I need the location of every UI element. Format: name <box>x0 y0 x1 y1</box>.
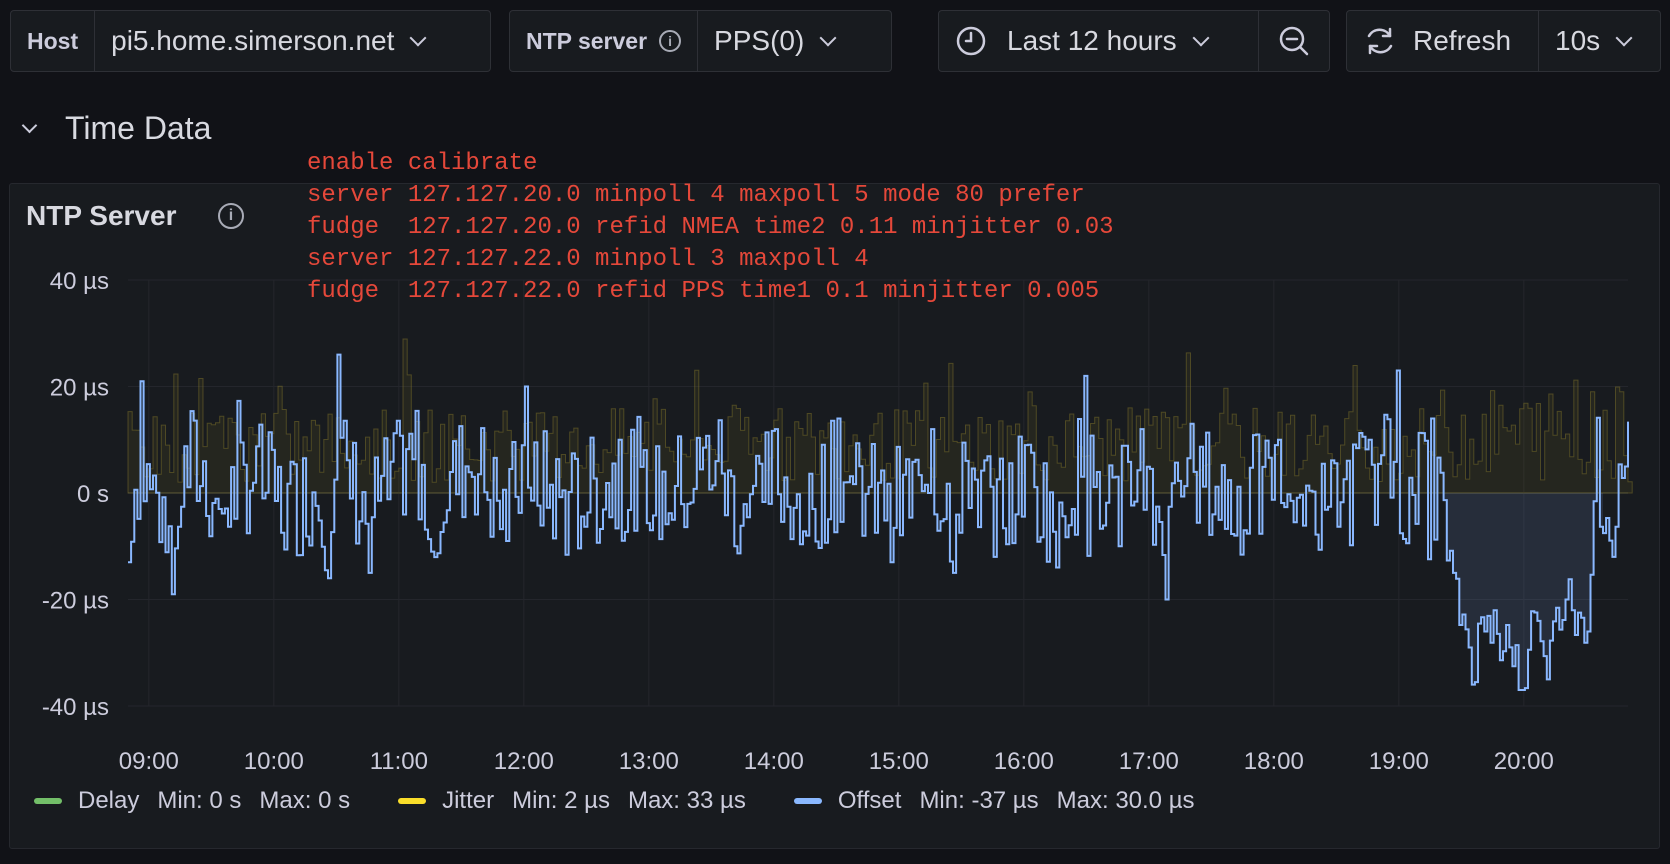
legend-max: Max: 0 s <box>259 787 351 814</box>
host-select[interactable]: pi5.home.simerson.net <box>95 11 490 71</box>
x-tick-label: 12:00 <box>494 748 554 775</box>
notes-line: server 127.127.20.0 minpoll 4 maxpoll 5 … <box>307 182 1085 209</box>
delay-swatch <box>34 798 62 804</box>
x-tick-label: 09:00 <box>119 748 179 775</box>
x-tick-label: 14:00 <box>744 748 804 775</box>
notes-line: fudge 127.127.22.0 refid PPS time1 0.1 m… <box>307 278 1100 305</box>
zoom-out-button[interactable] <box>1259 11 1329 71</box>
y-tick-label: 40 µs <box>50 268 109 295</box>
panel-annotation-notes: enable calibrate server 127.127.20.0 minp… <box>307 148 1114 308</box>
legend-min: Min: -37 µs <box>919 787 1039 814</box>
y-axis: 40 µs 20 µs 0 s -20 µs -40 µs <box>42 268 109 721</box>
ntp-value: PPS(0) <box>714 25 805 56</box>
legend-item-delay[interactable]: Delay Min: 0 s Max: 0 s <box>34 787 368 815</box>
row-title: Time Data <box>65 110 212 146</box>
refresh-label: Refresh <box>1413 25 1512 56</box>
info-icon[interactable]: i <box>218 203 244 229</box>
x-tick-label: 18:00 <box>1244 748 1304 775</box>
notes-line: server 127.127.22.0 minpoll 3 maxpoll 4 <box>307 246 869 273</box>
host-label: Host <box>27 27 79 54</box>
offset-area <box>1440 493 1603 690</box>
clock-icon <box>956 26 986 56</box>
y-tick-label: -20 µs <box>42 588 109 615</box>
legend-name: Jitter <box>442 787 495 814</box>
y-tick-label: -40 µs <box>42 694 109 721</box>
legend-max: Max: 33 µs <box>627 787 746 814</box>
host-label-box: Host <box>11 11 96 71</box>
time-picker: Last 12 hours <box>938 10 1330 72</box>
offset-line <box>128 353 1629 691</box>
legend-name: Delay <box>78 787 140 814</box>
legend-min: Min: 0 s <box>157 787 242 814</box>
x-tick-label: 16:00 <box>994 748 1054 775</box>
zoom-out-icon <box>1279 26 1309 56</box>
x-tick-label: 19:00 <box>1369 748 1429 775</box>
panel-title: NTP Server <box>26 200 177 231</box>
host-value: pi5.home.simerson.net <box>111 25 395 56</box>
ntp-label-box: NTP server i <box>510 11 699 71</box>
legend-max: Max: 30.0 µs <box>1056 787 1195 814</box>
x-tick-label: 15:00 <box>869 748 929 775</box>
legend-name: Offset <box>837 787 902 814</box>
refresh-interval-select[interactable]: 10s <box>1539 11 1660 71</box>
x-tick-label: 20:00 <box>1494 748 1554 775</box>
refresh-interval-value: 10s <box>1555 25 1601 56</box>
info-icon[interactable]: i <box>659 30 682 52</box>
ntp-select[interactable]: PPS(0) <box>698 11 891 71</box>
x-tick-label: 13:00 <box>619 748 679 775</box>
chart-legend: Delay Min: 0 s Max: 0 s Jitter Min: 2 µs… <box>34 787 1243 815</box>
legend-min: Min: 2 µs <box>512 787 610 814</box>
jitter-swatch <box>398 798 427 804</box>
x-tick-label: 11:00 <box>370 748 428 775</box>
legend-item-offset[interactable]: Offset Min: -37 µs Max: 30.0 µs <box>793 787 1213 815</box>
x-tick-label: 17:00 <box>1119 748 1179 775</box>
refresh-picker: Refresh 10s <box>1346 10 1661 72</box>
host-variable: Host pi5.home.simerson.net <box>10 10 491 72</box>
row-header-time-data[interactable]: Time Data <box>21 110 212 147</box>
time-range-button[interactable]: Last 12 hours <box>939 11 1259 71</box>
y-tick-label: 20 µs <box>50 375 109 402</box>
ntp-label: NTP server <box>526 27 648 54</box>
offset-series <box>128 353 1629 691</box>
refresh-button[interactable]: Refresh <box>1347 11 1539 71</box>
offset-swatch <box>793 798 822 804</box>
ntp-server-variable: NTP server i PPS(0) <box>509 10 892 72</box>
legend-item-jitter[interactable]: Jitter Min: 2 µs Max: 33 µs <box>398 787 764 815</box>
x-axis: 09:00 10:00 11:00 12:00 13:00 14:00 15:00 16:00… <box>119 748 1554 775</box>
y-tick-label: 0 s <box>77 481 109 508</box>
refresh-icon <box>1367 27 1393 55</box>
time-range-value: Last 12 hours <box>1007 25 1177 56</box>
x-tick-label: 10:00 <box>244 748 304 775</box>
notes-line: fudge 127.127.20.0 refid NMEA time2 0.11… <box>307 214 1114 241</box>
notes-line: enable calibrate <box>307 150 538 177</box>
